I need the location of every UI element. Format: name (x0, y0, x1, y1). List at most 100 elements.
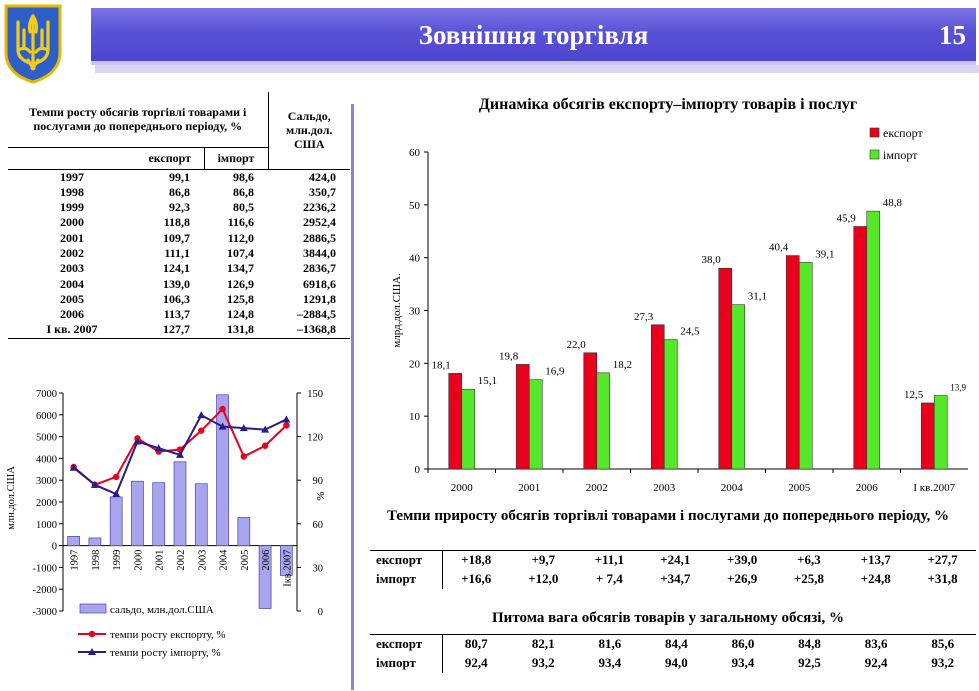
cell-import: 93,2 (531, 655, 555, 670)
bar-balance (152, 482, 166, 546)
bar-balance (131, 480, 144, 546)
legend-label: темпи росту експорту, % (110, 629, 226, 641)
y-tick-label: 6000 (36, 411, 57, 422)
cell-export: 86,8 (169, 184, 190, 199)
cell-import: 94,0 (665, 655, 688, 670)
marker-export (198, 427, 205, 434)
cell-export: +24,1 (660, 552, 691, 568)
y-tick-label: 0 (415, 464, 421, 476)
marker-export (240, 453, 248, 460)
cell-balance: 6918,6 (303, 276, 336, 291)
cell-export: 113,7 (163, 307, 190, 322)
cell-export: 82,1 (531, 636, 555, 652)
cell-import: +16,6 (441, 569, 510, 589)
cell-export: 84,8 (798, 636, 821, 652)
x-tick-label: 2005 (788, 482, 811, 494)
cell-export: 92,3 (169, 200, 190, 215)
bar-import (866, 210, 881, 470)
legend-label: темпи росту імпорту, % (110, 647, 221, 659)
cell-import: 93,4 (598, 655, 622, 670)
data-label: 18,2 (613, 359, 632, 371)
growth-table: Темпи росту обсягів торгівлі товарами і … (8, 92, 350, 339)
data-label: 18,1 (432, 359, 451, 371)
cell-export: 86,0 (731, 636, 755, 652)
cell-import: 124,8 (227, 307, 254, 322)
cell-export: 85,6 (931, 636, 955, 652)
growth-table-title: Темпи росту обсягів торгівлі товарами і … (8, 92, 269, 148)
table-row: 1997 99,1 98,6 424,0 (8, 169, 350, 185)
x-tick-label: І кв.2007 (913, 482, 955, 494)
cell-import: 93,4 (731, 655, 755, 670)
marker-import (197, 411, 206, 419)
bar-export (785, 255, 800, 470)
cell-import: 98,6 (233, 169, 254, 184)
balance-combo-chart: -3000 -2000 -1000 0 1000 2000 3000 4000 5000 6000… (6, 389, 327, 659)
share-title: Питома вага обсягів товарів у загальному… (492, 610, 844, 626)
table-row: 2002 111,1 107,4 3844,0 (8, 246, 350, 261)
y-tick-label: 3000 (36, 476, 57, 487)
cell-export: 99,1 (169, 169, 190, 184)
x-tick-label: 2003 (653, 482, 676, 494)
bar-balance (237, 517, 251, 546)
cell-export: +6,3 (797, 552, 821, 568)
data-label: 48,8 (883, 197, 903, 209)
data-label: 15,1 (478, 375, 497, 387)
y-tick-label: 5000 (36, 433, 57, 444)
legend-label: імпорт (883, 148, 918, 162)
table-row: 2003 124,1 134,7 2836,7 (8, 261, 350, 276)
cell-balance: 2236,2 (303, 200, 336, 215)
y-tick-label: 30 (409, 306, 421, 318)
cell-year: 1997 (60, 169, 84, 184)
x-tick-label: 2000 (451, 482, 474, 494)
x-tick-label: 2005 (240, 550, 251, 571)
bar-import (663, 339, 678, 470)
x-tick-label: 2000 (133, 550, 144, 571)
marker-import (218, 422, 227, 430)
table-row: 2004 139,0 126,9 6918,6 (8, 277, 350, 292)
cell-year: 2006 (60, 307, 84, 322)
cell-year: 1998 (60, 184, 84, 199)
cell-import: 112,0 (227, 230, 254, 245)
bar-balance (280, 545, 293, 576)
growth-rates-import-row: імпорт +16,6 +12,0 + 7,4 +34,7 +26,9 +25,8 +24… (370, 569, 976, 589)
y-tick-label: 40 (409, 253, 421, 265)
data-label: 45,9 (837, 212, 857, 224)
bar-chart-title: Динаміка обсягів експорту–імпорту товарі… (478, 96, 858, 113)
balance-column-header: Сальдо, млн.дол. США (286, 109, 333, 152)
bar-export (718, 267, 733, 470)
x-tick-label: 2006 (856, 482, 879, 494)
table-row: 2006 113,7 124,8 –2884,5 (8, 307, 350, 322)
marker-import (69, 463, 78, 471)
growth-rates-table: експорт +18,8 +9,7 +11,1 +24,1 +39,0 +6,3 +13,… (370, 550, 976, 589)
cell-export: 109,7 (163, 230, 190, 245)
cell-balance: 1291,8 (303, 291, 336, 306)
y-axis-label: млрд.дол.США. (391, 273, 403, 348)
cell-year: 2004 (60, 276, 84, 291)
cell-balance: 3844,0 (303, 245, 336, 260)
page-number: 15 (939, 20, 966, 50)
cell-year: 2005 (60, 291, 84, 306)
bar-import (798, 262, 813, 470)
y-tick-label: 1000 (36, 520, 57, 531)
cell-import: 134,7 (227, 261, 254, 276)
share-export-row: експорт 80,7 82,1 81,6 84,4 86,0 84,8 83,6 85,6 (370, 634, 976, 654)
y2-tick-label: 90 (313, 476, 324, 487)
share-import-row: імпорт 92,4 93,2 93,4 94,0 93,4 92,5 92,4 93,2 (370, 653, 976, 673)
marker-export (283, 422, 290, 429)
data-label: 27,3 (634, 311, 654, 323)
cell-export: +18,8 (441, 550, 510, 570)
x-tick-label: 2006 (261, 550, 272, 571)
cell-balance: 2886,5 (303, 230, 336, 245)
bar-balance (258, 545, 272, 609)
legend-label: експорт (883, 126, 923, 140)
y2-tick-label: 120 (307, 433, 323, 444)
y2-axis-label: % (315, 491, 327, 500)
cell-balance: 424,0 (309, 169, 336, 184)
bar-balance (173, 461, 187, 546)
table-row: 1999 92,3 80,5 2236,2 (8, 200, 350, 215)
cell-export: +39,0 (727, 552, 758, 568)
marker-import (90, 480, 99, 488)
legend-marker-import (88, 648, 96, 655)
cell-year: 2003 (60, 261, 84, 276)
cell-import: +25,8 (793, 571, 824, 586)
